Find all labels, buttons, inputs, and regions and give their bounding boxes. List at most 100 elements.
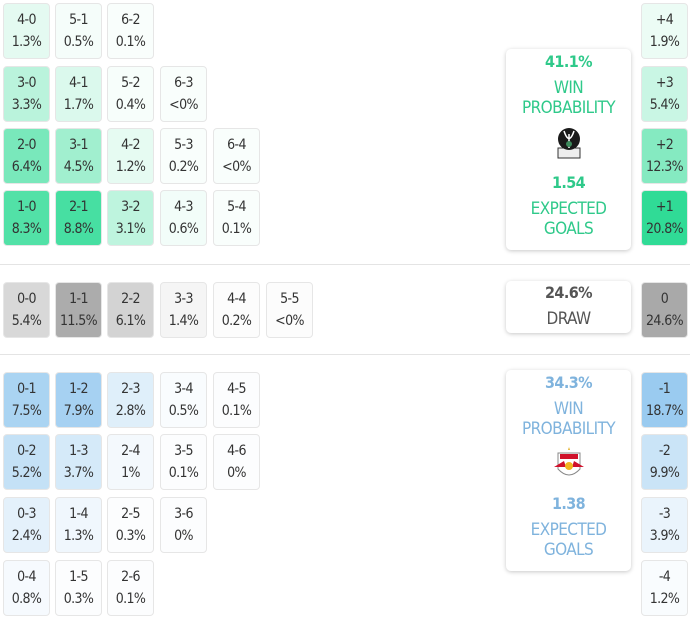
score-label: 1-2 — [69, 381, 88, 397]
probability-label: 6.4% — [11, 159, 42, 175]
score-label: 0-4 — [17, 569, 36, 585]
score-label: 3-4 — [174, 381, 193, 397]
score-cell-home[interactable]: 2-1 8.8% — [55, 190, 102, 246]
score-label: 2-5 — [121, 506, 140, 522]
score-cell-away[interactable]: 2-6 0.1% — [107, 560, 154, 616]
score-cell-draw[interactable]: 0-0 5.4% — [3, 282, 50, 338]
score-cell-home[interactable]: 5-3 0.2% — [160, 128, 207, 184]
home-xg-label: EXPECTED GOALS — [530, 199, 607, 239]
margin-cell-away[interactable]: -3 3.9% — [641, 497, 688, 553]
draw-label: DRAW — [546, 309, 592, 329]
margin-cell-home[interactable]: +4 1.9% — [641, 3, 688, 59]
score-cell-away[interactable]: 2-5 0.3% — [107, 497, 154, 553]
margin-cell-home[interactable]: +1 20.8% — [641, 190, 688, 246]
score-cell-away[interactable]: 3-5 0.1% — [160, 434, 207, 490]
score-cell-away[interactable]: 4-5 0.1% — [213, 372, 260, 428]
probability-label: 1% — [121, 465, 140, 481]
score-label: 5-2 — [121, 75, 140, 91]
away-xg: 1.38 — [551, 494, 586, 513]
margin-cell-draw[interactable]: 0 24.6% — [641, 282, 688, 338]
probability-label: 11.5% — [59, 313, 98, 329]
score-label: -4 — [658, 569, 671, 585]
probability-label: 2.4% — [11, 528, 42, 544]
score-cell-home[interactable]: 6-3 <0% — [160, 66, 207, 122]
margin-cell-home[interactable]: +3 5.4% — [641, 66, 688, 122]
probability-label: <0% — [275, 313, 304, 329]
score-cell-home[interactable]: 4-0 1.3% — [3, 3, 50, 59]
margin-cell-home[interactable]: +2 12.3% — [641, 128, 688, 184]
score-cell-draw[interactable]: 4-4 0.2% — [213, 282, 260, 338]
score-cell-home[interactable]: 3-2 3.1% — [107, 190, 154, 246]
score-label: 1-1 — [69, 291, 88, 307]
score-cell-home[interactable]: 3-0 3.3% — [3, 66, 50, 122]
score-cell-away[interactable]: 0-2 5.2% — [3, 434, 50, 490]
probability-label: 0.5% — [63, 34, 94, 50]
score-label: 6-3 — [174, 75, 193, 91]
probability-label: 8.8% — [63, 221, 94, 237]
score-cell-home[interactable]: 6-2 0.1% — [107, 3, 154, 59]
probability-label: 0.3% — [63, 591, 94, 607]
score-cell-away[interactable]: 1-4 1.3% — [55, 497, 102, 553]
score-label: 0 — [660, 291, 669, 307]
score-label: 0-0 — [17, 291, 36, 307]
score-cell-home[interactable]: 4-2 1.2% — [107, 128, 154, 184]
score-label: 6-4 — [227, 137, 246, 153]
score-cell-home[interactable]: 5-4 0.1% — [213, 190, 260, 246]
score-label: 3-0 — [17, 75, 36, 91]
margin-cell-away[interactable]: -2 9.9% — [641, 434, 688, 490]
probability-label: 0.5% — [168, 403, 199, 419]
score-cell-away[interactable]: 3-6 0% — [160, 497, 207, 553]
score-cell-away[interactable]: 0-4 0.8% — [3, 560, 50, 616]
home-win-label: WIN PROBABILITY — [522, 78, 616, 118]
margin-cell-away[interactable]: -4 1.2% — [641, 560, 688, 616]
draw-summary-panel: 24.6% DRAW — [506, 281, 631, 333]
probability-label: 1.7% — [63, 97, 94, 113]
score-cell-away[interactable]: 1-5 0.3% — [55, 560, 102, 616]
probability-label: 7.9% — [63, 403, 94, 419]
probability-label: 0.6% — [168, 221, 199, 237]
score-label: 0-3 — [17, 506, 36, 522]
score-cell-draw[interactable]: 1-1 11.5% — [55, 282, 102, 338]
score-cell-away[interactable]: 0-3 2.4% — [3, 497, 50, 553]
home-win-pct: 41.1% — [545, 52, 593, 71]
score-cell-away[interactable]: 0-1 7.5% — [3, 372, 50, 428]
score-label: 2-4 — [121, 443, 140, 459]
score-label: 3-6 — [174, 506, 193, 522]
score-cell-draw[interactable]: 5-5 <0% — [266, 282, 313, 338]
margin-cell-away[interactable]: -1 18.7% — [641, 372, 688, 428]
score-cell-away[interactable]: 1-2 7.9% — [55, 372, 102, 428]
score-label: -3 — [658, 506, 671, 522]
score-label: 4-5 — [227, 381, 246, 397]
score-cell-home[interactable]: 3-1 4.5% — [55, 128, 102, 184]
score-cell-home[interactable]: 5-2 0.4% — [107, 66, 154, 122]
probability-label: 24.6% — [645, 313, 684, 329]
score-label: 4-1 — [69, 75, 88, 91]
home-summary-panel: 41.1% WIN PROBABILITY 1.54 EXPECTED GOALS — [506, 49, 631, 250]
score-cell-home[interactable]: 2-0 6.4% — [3, 128, 50, 184]
away-win-pct: 34.3% — [545, 373, 593, 392]
score-cell-away[interactable]: 3-4 0.5% — [160, 372, 207, 428]
score-cell-away[interactable]: 4-6 0% — [213, 434, 260, 490]
score-label: 5-4 — [227, 199, 246, 215]
probability-label: <0% — [222, 159, 251, 175]
score-cell-home[interactable]: 6-4 <0% — [213, 128, 260, 184]
probability-label: 5.2% — [11, 465, 42, 481]
score-label: 1-5 — [69, 569, 88, 585]
probability-label: 3.7% — [63, 465, 94, 481]
score-cell-home[interactable]: 4-1 1.7% — [55, 66, 102, 122]
probability-label: 0.8% — [11, 591, 42, 607]
score-cell-draw[interactable]: 2-2 6.1% — [107, 282, 154, 338]
score-cell-away[interactable]: 2-4 1% — [107, 434, 154, 490]
score-cell-home[interactable]: 5-1 0.5% — [55, 3, 102, 59]
score-label: 4-0 — [17, 12, 36, 28]
score-cell-away[interactable]: 1-3 3.7% — [55, 434, 102, 490]
probability-label: 6.1% — [115, 313, 146, 329]
score-cell-away[interactable]: 2-3 2.8% — [107, 372, 154, 428]
score-label: 1-3 — [69, 443, 88, 459]
score-cell-home[interactable]: 1-0 8.3% — [3, 190, 50, 246]
score-cell-draw[interactable]: 3-3 1.4% — [160, 282, 207, 338]
away-xg-label: EXPECTED GOALS — [530, 520, 607, 560]
probability-label: <0% — [169, 97, 198, 113]
probability-label: 5.4% — [11, 313, 42, 329]
score-cell-home[interactable]: 4-3 0.6% — [160, 190, 207, 246]
